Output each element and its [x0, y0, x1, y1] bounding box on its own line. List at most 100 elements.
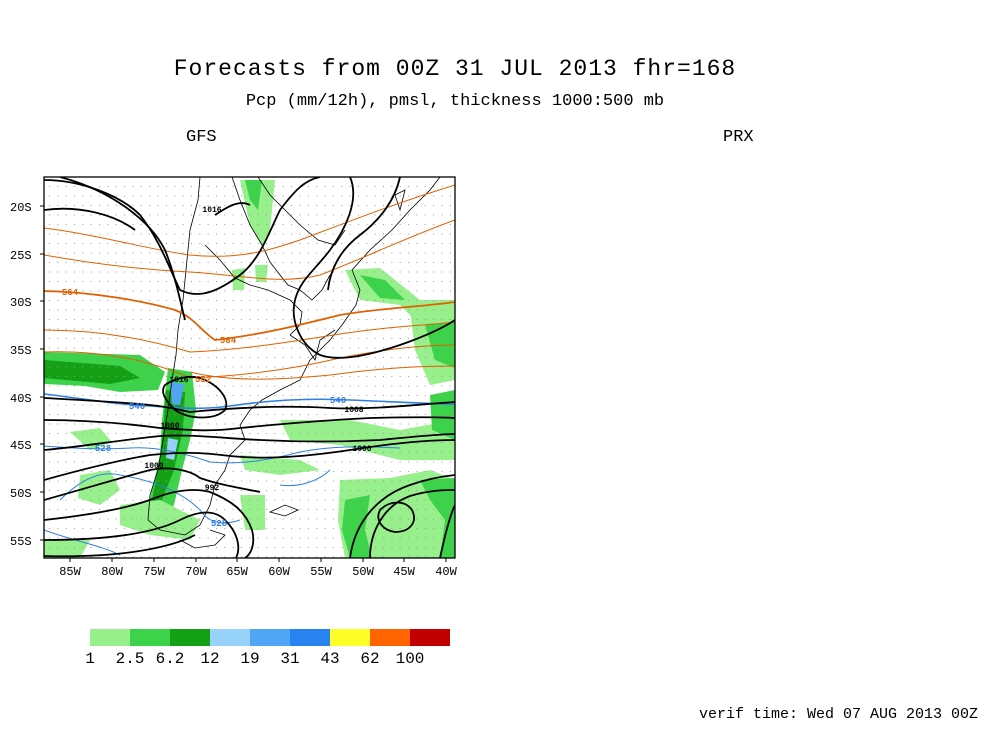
grid-dot: [157, 480, 159, 482]
grid-dot: [374, 452, 376, 453]
grid-dot: [449, 471, 451, 472]
grid-dot: [324, 262, 326, 263]
grid-dot: [82, 205, 84, 206]
grid-dot: [324, 385, 326, 387]
grid-dot: [266, 471, 268, 472]
grid-dot: [224, 309, 226, 311]
grid-dot: [266, 423, 268, 425]
grid-dot: [257, 471, 259, 472]
grid-dot: [241, 509, 242, 510]
grid-dot: [99, 347, 101, 349]
thickness-contour: [59, 473, 241, 524]
grid-dot: [149, 224, 151, 225]
grid-dot: [190, 338, 192, 339]
grid-dot: [441, 442, 443, 444]
grid-dot: [199, 518, 201, 520]
grid-dot: [257, 385, 259, 387]
grid-dot: [149, 452, 151, 453]
grid-dot: [449, 205, 451, 206]
grid-dot: [349, 271, 351, 273]
grid-dot: [349, 376, 351, 377]
grid-dot: [408, 224, 410, 225]
grid-dot: [115, 347, 117, 349]
coastline: [394, 189, 406, 212]
grid-dot: [316, 300, 318, 301]
grid-dot: [49, 461, 50, 463]
grid-dot: [266, 281, 268, 282]
grid-dot: [374, 404, 376, 406]
thickness-contour: [44, 529, 121, 556]
grid-dot: [49, 404, 50, 406]
grid-dot: [257, 290, 259, 292]
grid-dot: [241, 328, 242, 330]
grid-dot: [366, 347, 368, 349]
grid-dot: [182, 338, 184, 339]
grid-dot: [366, 357, 368, 358]
grid-dot: [132, 518, 134, 520]
grid-dot: [391, 433, 393, 434]
legend-labels: 1 2.5 6.2 12 19 31 43 62 100: [0, 650, 480, 670]
grid-dot: [332, 347, 334, 349]
grid-dot: [416, 395, 418, 396]
grid-dot: [115, 309, 117, 311]
grid-dot: [282, 547, 284, 548]
grid-dot: [174, 338, 176, 339]
grid-dot: [316, 414, 318, 415]
grid-dot: [299, 338, 301, 339]
grid-dot: [174, 414, 176, 415]
grid-dot: [324, 195, 326, 197]
grid-dot: [449, 319, 451, 320]
grid-dot: [441, 471, 443, 472]
grid-dot: [374, 442, 376, 444]
grid-dot: [90, 442, 92, 444]
grid-dot: [216, 243, 217, 244]
grid-dot: [149, 366, 151, 368]
grid-dot: [232, 290, 234, 292]
grid-dot: [266, 347, 268, 349]
grid-dot: [266, 271, 268, 273]
legend-label: 6.2: [155, 650, 185, 668]
grid-dot: [132, 442, 134, 444]
pressure-label: 992: [205, 484, 220, 493]
grid-dot: [49, 224, 50, 225]
grid-dot: [224, 385, 226, 387]
grid-dot: [232, 281, 234, 282]
grid-dot: [124, 224, 126, 225]
grid-dot: [82, 414, 84, 415]
grid-dot: [349, 252, 351, 254]
grid-dot: [115, 271, 117, 273]
grid-dot: [424, 252, 426, 254]
grid-dot: [282, 300, 284, 301]
grid-dot: [416, 471, 418, 472]
grid-dot: [165, 433, 167, 434]
grid-dot: [332, 385, 334, 387]
grid-dot: [316, 471, 318, 472]
grid-dot: [57, 205, 59, 206]
grid-dot: [149, 338, 151, 339]
grid-dot: [433, 471, 435, 472]
grid-dot: [274, 328, 276, 330]
grid-dot: [82, 509, 84, 510]
grid-dot: [374, 262, 376, 263]
grid-dot: [324, 309, 326, 311]
grid-dot: [65, 518, 67, 520]
grid-dot: [366, 319, 368, 320]
pressure-label: 1000: [352, 445, 371, 454]
grid-dot: [341, 547, 343, 548]
grid-dot: [165, 404, 167, 406]
grid-dot: [374, 347, 376, 349]
grid-dot: [383, 423, 384, 425]
grid-dot: [157, 376, 159, 377]
grid-dot: [391, 195, 393, 197]
grid-dot: [65, 480, 67, 482]
precip-area: [420, 478, 455, 558]
grid-dot: [157, 195, 159, 197]
grid-dot: [291, 471, 293, 472]
thickness-contour: [279, 469, 331, 487]
model-label-prx: PRX: [723, 128, 754, 147]
grid-dot: [449, 233, 451, 235]
grid-dot: [391, 309, 393, 311]
grid-dot: [383, 195, 384, 197]
grid-dot: [299, 490, 301, 491]
grid-dot: [366, 556, 368, 558]
